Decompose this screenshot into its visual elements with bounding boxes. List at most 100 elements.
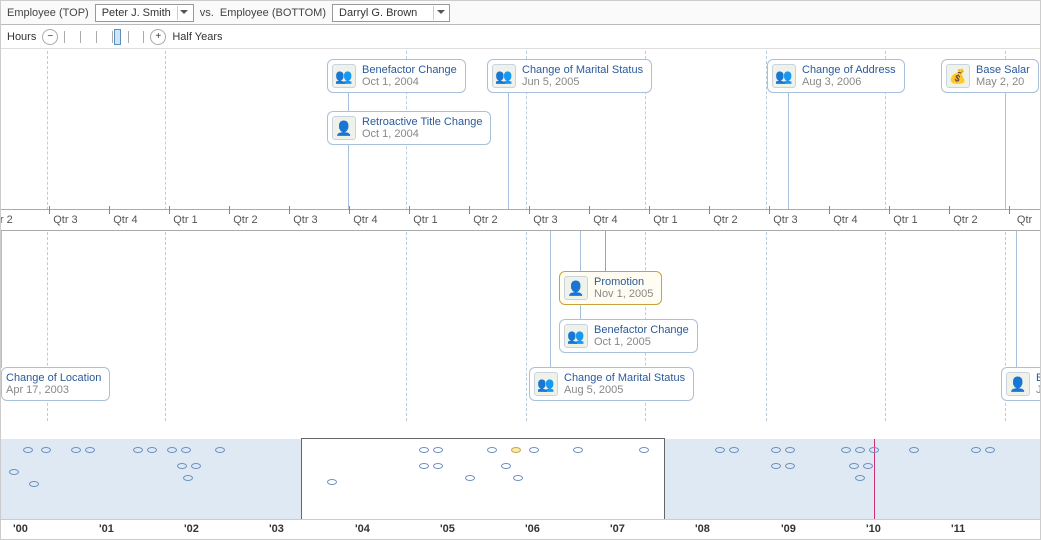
event-icon: 👥 bbox=[492, 64, 516, 88]
event-icon: 👥 bbox=[772, 64, 796, 88]
axis-label: Qtr bbox=[1017, 214, 1032, 226]
overview-event-dot bbox=[183, 475, 193, 481]
event-date: Apr 17, 2003 bbox=[6, 384, 101, 396]
event-connector bbox=[1, 231, 2, 368]
event-title: Base Salar bbox=[976, 64, 1030, 76]
event-date: Oct 1, 2005 bbox=[594, 336, 689, 348]
event-title: Benefactor Change bbox=[594, 324, 689, 336]
gridline bbox=[526, 51, 527, 421]
gridline bbox=[885, 51, 886, 421]
zoom-slider-handle[interactable] bbox=[114, 29, 121, 45]
event-title: Promotion bbox=[594, 276, 653, 288]
event-title: Change of Location bbox=[6, 372, 101, 384]
overview-event-dot bbox=[869, 447, 879, 453]
event-date: Jun 5, 2005 bbox=[522, 76, 643, 88]
event-icon: 👥 bbox=[564, 324, 588, 348]
event-card[interactable]: 💰 Base SalarMay 2, 20 bbox=[941, 59, 1039, 93]
axis-label: Qtr 2 bbox=[953, 214, 977, 226]
event-icon: 👤 bbox=[1006, 372, 1030, 396]
overview-event-dot bbox=[573, 447, 583, 453]
timeline-area[interactable]: r 2Qtr 3Qtr 4Qtr 1Qtr 2Qtr 3Qtr 4Qtr 1Qt… bbox=[1, 51, 1040, 421]
gridline bbox=[47, 51, 48, 421]
event-title: Benefactor Change bbox=[362, 64, 457, 76]
overview-event-dot bbox=[985, 447, 995, 453]
overview-strip[interactable] bbox=[1, 439, 1040, 519]
event-card[interactable]: 👤 EJ bbox=[1001, 367, 1041, 401]
overview-year-label: '07 bbox=[610, 523, 625, 535]
overview-event-dot bbox=[215, 447, 225, 453]
overview-event-dot bbox=[511, 447, 521, 453]
overview-year-label: '05 bbox=[440, 523, 455, 535]
overview-event-dot bbox=[133, 447, 143, 453]
event-card[interactable]: 👥 Benefactor ChangeOct 1, 2005 bbox=[559, 319, 698, 353]
overview-event-dot bbox=[167, 447, 177, 453]
event-icon: 👥 bbox=[332, 64, 356, 88]
overview-year-label: '10 bbox=[866, 523, 881, 535]
overview-event-dot bbox=[501, 463, 511, 469]
overview-event-dot bbox=[639, 447, 649, 453]
axis-label: Qtr 4 bbox=[353, 214, 377, 226]
axis-label: Qtr 1 bbox=[173, 214, 197, 226]
event-card[interactable]: 👤PromotionNov 1, 2005 bbox=[559, 271, 662, 305]
overview-event-dot bbox=[771, 463, 781, 469]
overview-year-label: '00 bbox=[13, 523, 28, 535]
timeline-app: Employee (TOP) Peter J. Smith vs. Employ… bbox=[0, 0, 1041, 540]
event-date: J bbox=[1036, 384, 1041, 396]
axis-label: Qtr 1 bbox=[653, 214, 677, 226]
overview-event-dot bbox=[785, 463, 795, 469]
overview-event-dot bbox=[465, 475, 475, 481]
event-card[interactable]: 👥 Change of Marital StatusAug 5, 2005 bbox=[529, 367, 694, 401]
event-card[interactable]: 👤Retroactive Title ChangeOct 1, 2004 bbox=[327, 111, 491, 145]
zoom-out-button[interactable]: − bbox=[42, 29, 58, 45]
overview-event-dot bbox=[855, 447, 865, 453]
event-date: Aug 5, 2005 bbox=[564, 384, 685, 396]
event-icon: 💰 bbox=[946, 64, 970, 88]
zoom-max-label: Half Years bbox=[172, 31, 222, 43]
zoom-in-button[interactable]: + bbox=[150, 29, 166, 45]
chevron-down-icon bbox=[433, 6, 447, 20]
zoom-bar: Hours − + Half Years bbox=[1, 25, 1040, 49]
overview-event-dot bbox=[513, 475, 523, 481]
overview-event-dot bbox=[433, 463, 443, 469]
overview-year-label: '06 bbox=[525, 523, 540, 535]
axis-label: Qtr 2 bbox=[713, 214, 737, 226]
overview-event-dot bbox=[29, 481, 39, 487]
overview-year-axis: '00'01'02'03'04'05'06'07'08'09'10'11 bbox=[1, 519, 1040, 539]
overview-year-label: '08 bbox=[695, 523, 710, 535]
event-icon: 👥 bbox=[534, 372, 558, 396]
overview-event-dot bbox=[909, 447, 919, 453]
overview-year-label: '04 bbox=[355, 523, 370, 535]
top-employee-label: Employee (TOP) bbox=[7, 7, 89, 19]
overview-event-dot bbox=[327, 479, 337, 485]
overview-event-dot bbox=[863, 463, 873, 469]
event-card[interactable]: Change of LocationApr 17, 2003 bbox=[1, 367, 110, 401]
overview-year-label: '02 bbox=[184, 523, 199, 535]
overview-event-dot bbox=[147, 447, 157, 453]
bottom-employee-select[interactable]: Darryl G. Brown bbox=[332, 4, 450, 22]
event-date: Aug 3, 2006 bbox=[802, 76, 896, 88]
toolbar: Employee (TOP) Peter J. Smith vs. Employ… bbox=[1, 1, 1040, 25]
overview-event-dot bbox=[971, 447, 981, 453]
event-title: Change of Marital Status bbox=[564, 372, 685, 384]
overview-event-dot bbox=[715, 447, 725, 453]
event-card[interactable]: 👥Change of Marital StatusJun 5, 2005 bbox=[487, 59, 652, 93]
event-date: May 2, 20 bbox=[976, 76, 1030, 88]
event-title: E bbox=[1036, 372, 1041, 384]
bottom-employee-label: Employee (BOTTOM) bbox=[220, 7, 326, 19]
axis-label: Qtr 2 bbox=[473, 214, 497, 226]
event-card[interactable]: 👥Benefactor ChangeOct 1, 2004 bbox=[327, 59, 466, 93]
axis-label: Qtr 3 bbox=[533, 214, 557, 226]
event-card[interactable]: 👥Change of AddressAug 3, 2006 bbox=[767, 59, 905, 93]
gridline bbox=[165, 51, 166, 421]
event-connector bbox=[1016, 231, 1017, 368]
axis-label: Qtr 4 bbox=[833, 214, 857, 226]
overview-event-dot bbox=[419, 463, 429, 469]
axis-label: Qtr 3 bbox=[773, 214, 797, 226]
overview-year-label: '03 bbox=[269, 523, 284, 535]
top-employee-select[interactable]: Peter J. Smith bbox=[95, 4, 194, 22]
zoom-slider[interactable] bbox=[64, 30, 144, 44]
event-connector bbox=[348, 91, 349, 209]
overview-window[interactable] bbox=[301, 438, 665, 520]
overview-event-dot bbox=[191, 463, 201, 469]
quarter-axis: r 2Qtr 3Qtr 4Qtr 1Qtr 2Qtr 3Qtr 4Qtr 1Qt… bbox=[1, 209, 1040, 231]
